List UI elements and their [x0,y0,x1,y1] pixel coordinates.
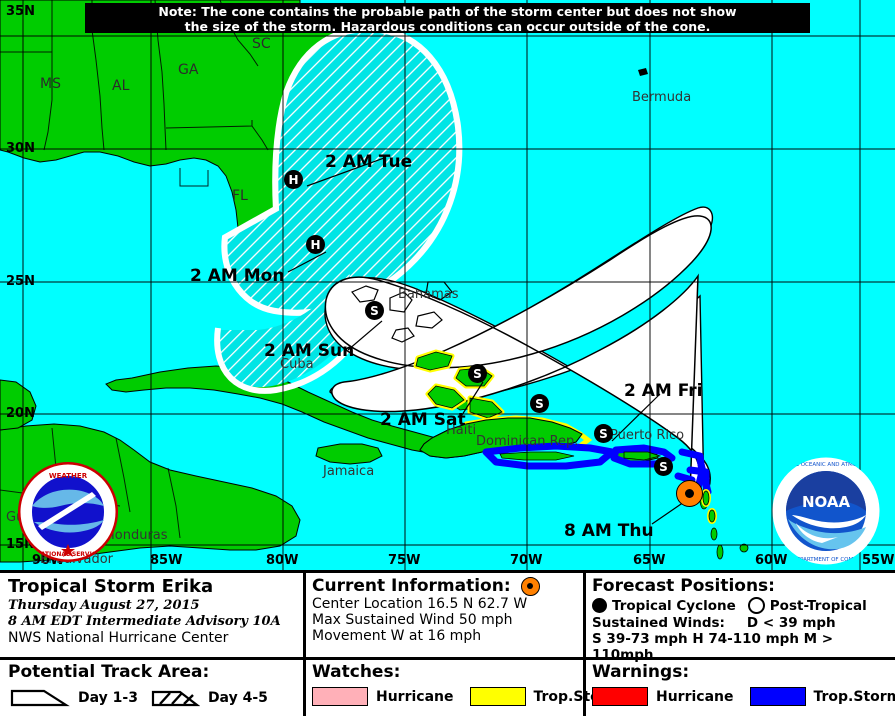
lon-label-75w: 75W [388,553,421,568]
day-4-5-cone-icon [151,690,200,707]
info-panel-row-bottom: Potential Track Area: Day 1-3 Day 4-5 [0,660,895,716]
storm-name: Tropical Storm Erika [8,576,214,597]
wind-d-range: D < 39 mph [746,615,836,631]
max-sustained-wind: Max Sustained Wind 50 mph [312,612,513,628]
forecast-point-fri[interactable]: S [654,457,673,476]
storm-date: Thursday August 27, 2015 [8,598,200,613]
storm-info-block: Tropical Storm Erika Thursday August 27,… [8,576,281,647]
forecast-point-fri2[interactable]: S [594,424,613,443]
hurricane-watch-label: Hurricane [376,688,454,705]
tropstorm-warning-label: Trop.Storm [813,688,895,705]
forecast-time-label-mon: 2 AM Mon [190,266,285,286]
lon-label-55w: 55W [862,553,895,568]
nws-logo: WEATHER NATIONAL SERVICE [18,462,118,562]
lat-label-35n: 35N [6,4,35,19]
watches-title: Watches: [312,662,401,682]
forecast-symbol-legend: Tropical Cyclone Post-Tropical [592,597,895,614]
state-label-sc: SC [252,36,271,52]
forecast-point-tue[interactable]: H [284,170,303,189]
tropical-cyclone-icon [592,598,607,613]
lon-label-70w: 70W [510,553,543,568]
panel-divider-2 [583,573,586,657]
svg-text:NOAA: NOAA [802,493,851,511]
warnings-block: Warnings: Hurricane Trop.Storm [592,662,895,706]
state-label-fl: FL [232,188,248,204]
forecast-time-label-sat: 2 AM Sat [380,410,466,430]
svg-text:U.S. DEPARTMENT OF COMMERCE: U.S. DEPARTMENT OF COMMERCE [780,557,873,563]
forecast-time-label-sun: 2 AM Sun [264,341,355,361]
forecast-positions-title: Forecast Positions: [592,576,775,596]
warnings-title: Warnings: [592,662,690,682]
sustained-winds-row: Sustained Winds: D < 39 mph [592,615,895,631]
state-label-ga: GA [178,62,199,78]
svg-text:NATIONAL SERVICE: NATIONAL SERVICE [36,551,101,558]
info-panel: Tropical Storm Erika Thursday August 27,… [0,570,895,716]
current-information-title: Current Information: [312,576,540,596]
current-position-marker[interactable] [676,480,703,507]
lat-label-30n: 30N [6,141,35,156]
forecast-time-label-thu: 8 AM Thu [564,521,654,541]
hurricane-warning-swatch [592,687,648,706]
sustained-winds-label: Sustained Winds: [592,615,725,631]
center-location: Center Location 16.5 N 62.7 W [312,596,528,612]
tropstorm-watch-swatch [469,687,526,706]
track-area-legend: Day 1-3 Day 4-5 [8,687,268,709]
svg-text:WEATHER: WEATHER [49,472,88,480]
forecast-point-sat2[interactable]: S [468,364,487,383]
lat-label-20n: 20N [6,406,35,421]
wind-categories-line: S 39-73 mph H 74-110 mph M > 110mph [592,631,834,663]
hurricane-watch-swatch [312,687,368,706]
lon-label-85w: 85W [150,553,183,568]
day-1-3-label: Day 1-3 [78,690,138,706]
forecast-point-mon[interactable]: H [306,235,325,254]
post-tropical-label: Post-Tropical [769,597,867,614]
post-tropical-icon [747,597,765,614]
cone-note-line2: the size of the storm. Hazardous conditi… [184,19,711,34]
tropical-cyclone-label: Tropical Cyclone [612,597,736,614]
current-position-icon [520,576,540,596]
panel-divider-3 [303,660,306,716]
noaa-logo: NOAA NATIONAL OCEANIC AND ATMOSPHERIC U.… [772,457,880,565]
panel-divider-4 [583,660,586,716]
state-label-al: AL [112,78,130,94]
cone-note-banner: Note: The cone contains the probable pat… [85,3,810,34]
current-information-label: Current Information: [312,576,511,596]
current-position-center-dot [685,489,694,498]
lat-label-25n: 25N [6,274,35,289]
potential-track-area-title: Potential Track Area: [8,662,210,682]
lon-label-65w: 65W [633,553,666,568]
movement: Movement W at 16 mph [312,628,482,644]
watches-legend: Hurricane Trop.Storm [312,687,621,706]
warnings-legend: Hurricane Trop.Storm [592,687,895,706]
potential-track-area-block: Potential Track Area: Day 1-3 Day 4-5 [8,662,268,709]
watches-block: Watches: Hurricane Trop.Storm [312,662,621,706]
forecast-positions-block: Forecast Positions: Tropical Cyclone Pos… [592,576,895,663]
day-4-5-label: Day 4-5 [207,690,268,706]
svg-text:NATIONAL OCEANIC AND ATMOSPHER: NATIONAL OCEANIC AND ATMOSPHERIC [772,462,880,468]
forecast-map[interactable]: Note: The cone contains the probable pat… [0,0,895,570]
storm-agency: NWS National Hurricane Center [8,630,229,646]
tropstorm-warning-swatch [749,687,806,706]
storm-advisory: 8 AM EDT Intermediate Advisory 10A [8,614,281,629]
map-graphics [0,0,895,570]
hurricane-warning-label: Hurricane [656,688,734,705]
cone-note-line1: Note: The cone contains the probable pat… [158,4,737,19]
state-label-ms: MS [40,76,61,92]
info-panel-row-top: Tropical Storm Erika Thursday August 27,… [0,573,895,663]
day-1-3-cone-icon [10,689,70,707]
lon-label-60w: 60W [755,553,788,568]
forecast-point-sun[interactable]: S [365,301,384,320]
lon-label-80w: 80W [266,553,299,568]
current-information-block: Current Information: Center Location 16.… [312,576,540,644]
forecast-time-label-tue: 2 AM Tue [325,152,413,172]
forecast-time-label-fri: 2 AM Fri [624,381,703,401]
panel-divider-1 [303,573,306,657]
forecast-point-sat[interactable]: S [530,394,549,413]
